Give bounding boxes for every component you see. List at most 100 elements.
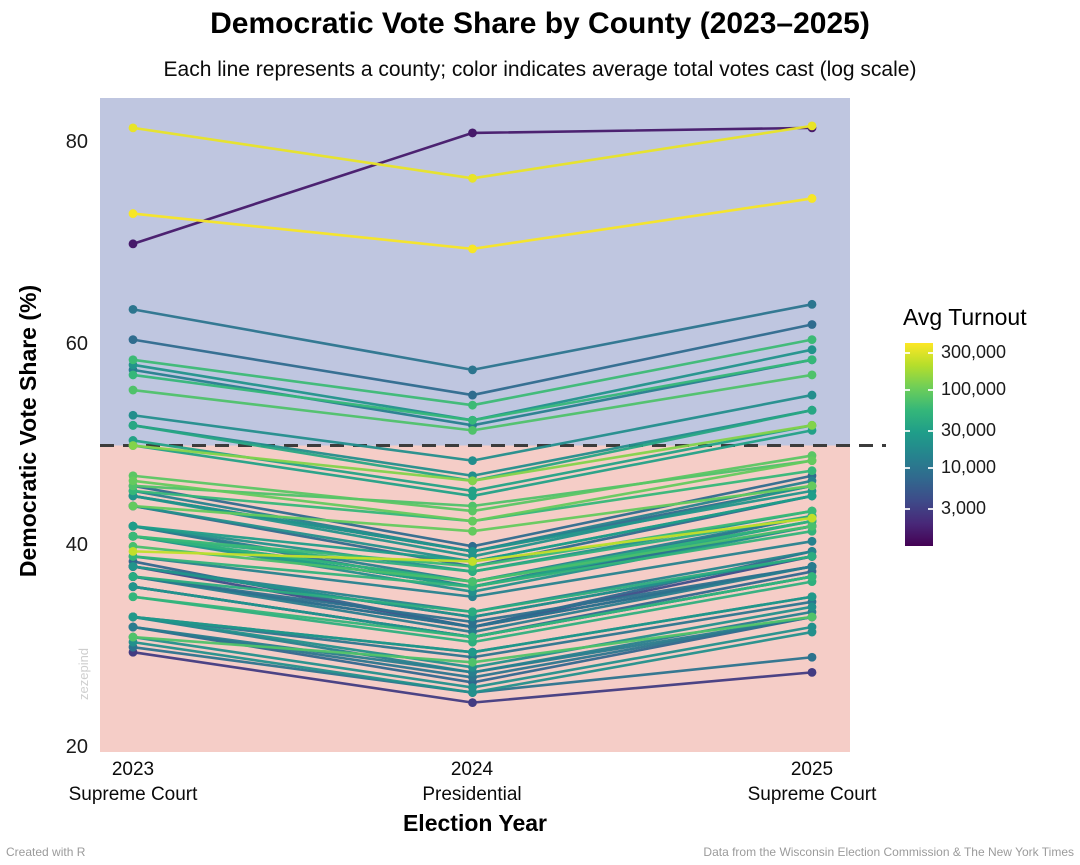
county-point bbox=[807, 405, 817, 415]
county-point bbox=[807, 552, 817, 561]
county-point bbox=[128, 572, 138, 581]
colorbar-tick bbox=[928, 351, 933, 354]
colorbar-tick bbox=[928, 429, 933, 432]
county-point bbox=[128, 501, 138, 511]
county-point bbox=[468, 546, 477, 556]
county-point bbox=[807, 345, 817, 355]
y-tick-label: 40 bbox=[65, 534, 88, 557]
county-point bbox=[128, 385, 138, 395]
x-tick-sublabel: Presidential bbox=[422, 784, 522, 805]
county-point bbox=[128, 476, 138, 486]
colorbar-tick bbox=[928, 466, 933, 469]
county-point bbox=[468, 415, 477, 425]
county-point bbox=[807, 481, 817, 491]
county-point bbox=[807, 667, 817, 677]
county-point bbox=[128, 355, 138, 365]
county-point bbox=[128, 546, 138, 556]
county-point bbox=[128, 612, 138, 622]
county-point bbox=[468, 476, 477, 486]
x-tick-2024: 2024 Presidential bbox=[352, 757, 592, 807]
county-point bbox=[807, 602, 817, 612]
county-point bbox=[807, 456, 817, 466]
colorbar-tick bbox=[928, 388, 933, 391]
x-tick-year: 2025 bbox=[790, 759, 834, 780]
county-point bbox=[807, 355, 817, 365]
county-point bbox=[128, 521, 138, 531]
y-tick-label: 80 bbox=[65, 131, 88, 153]
county-point bbox=[468, 657, 477, 667]
county-point bbox=[807, 420, 817, 430]
county-point bbox=[128, 335, 138, 345]
legend-tick-label: 100,000 bbox=[941, 378, 1007, 399]
colorbar-tick bbox=[928, 507, 933, 510]
county-point bbox=[807, 513, 817, 523]
county-point bbox=[807, 622, 817, 632]
y-axis-title: Democratic Vote Share (%) bbox=[15, 284, 41, 578]
county-point bbox=[468, 647, 477, 657]
footer-credit: Created with R bbox=[6, 845, 86, 859]
county-point bbox=[468, 683, 477, 692]
county-point bbox=[807, 370, 817, 380]
county-point bbox=[468, 486, 477, 496]
county-point bbox=[807, 390, 817, 400]
county-point bbox=[128, 304, 138, 314]
county-point bbox=[807, 562, 817, 571]
county-point bbox=[468, 577, 477, 587]
county-point bbox=[128, 123, 138, 133]
county-point bbox=[807, 335, 817, 345]
x-tick-sublabel: Supreme Court bbox=[68, 784, 198, 805]
county-point bbox=[807, 466, 817, 476]
county-point bbox=[468, 526, 477, 536]
colorbar-tick bbox=[905, 466, 910, 469]
legend-tick-label: 3,000 bbox=[941, 497, 987, 518]
county-point bbox=[468, 173, 477, 183]
legend-title: Avg Turnout bbox=[903, 304, 1027, 330]
county-point bbox=[128, 410, 138, 420]
county-point bbox=[807, 506, 817, 516]
county-point bbox=[128, 592, 138, 602]
x-axis-title: Election Year bbox=[402, 810, 548, 836]
county-point bbox=[468, 557, 477, 566]
county-point bbox=[468, 506, 477, 516]
colorbar-tick bbox=[905, 507, 910, 510]
county-point bbox=[807, 299, 817, 309]
county-point bbox=[128, 420, 138, 430]
county-point bbox=[807, 592, 817, 602]
legend-tick-label: 10,000 bbox=[941, 456, 997, 477]
county-point bbox=[807, 491, 817, 501]
footer-source: Data from the Wisconsin Election Commiss… bbox=[703, 845, 1074, 859]
county-point bbox=[128, 632, 138, 642]
x-tick-sublabel: Supreme Court bbox=[747, 784, 877, 805]
county-point bbox=[807, 536, 817, 546]
colorbar-tick bbox=[905, 388, 910, 391]
x-tick-2023: 2023 Supreme Court bbox=[13, 757, 253, 807]
county-point bbox=[468, 400, 477, 410]
county-point bbox=[128, 239, 138, 249]
legend-tick-label: 30,000 bbox=[941, 419, 997, 440]
colorbar-tick bbox=[905, 429, 910, 432]
county-point bbox=[468, 632, 477, 642]
colorbar-tick bbox=[905, 351, 910, 354]
county-point bbox=[128, 562, 138, 571]
chart-title: Democratic Vote Share by County (2023–20… bbox=[210, 7, 870, 40]
x-tick-year: 2023 bbox=[111, 759, 155, 780]
y-tick-label: 60 bbox=[65, 332, 88, 355]
county-point bbox=[128, 441, 138, 450]
county-point bbox=[128, 582, 138, 592]
county-point bbox=[807, 521, 817, 531]
county-point bbox=[468, 607, 477, 617]
county-point bbox=[468, 698, 477, 708]
county-point bbox=[128, 531, 138, 541]
watermark: zezepind bbox=[76, 648, 91, 700]
county-point bbox=[468, 425, 477, 435]
y-tick-label: 20 bbox=[65, 736, 88, 758]
county-point bbox=[468, 390, 477, 400]
county-point bbox=[807, 320, 817, 329]
x-tick-year: 2024 bbox=[450, 759, 494, 780]
x-tick-2025: 2025 Supreme Court bbox=[692, 757, 932, 807]
county-point bbox=[807, 194, 817, 203]
county-point bbox=[807, 572, 817, 581]
county-point bbox=[128, 370, 138, 380]
